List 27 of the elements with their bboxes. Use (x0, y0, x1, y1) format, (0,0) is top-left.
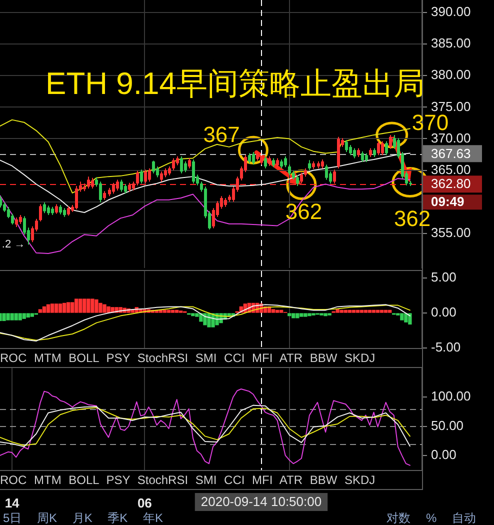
annotation: 367 (203, 122, 240, 148)
text: .2 → (2, 238, 26, 251)
ref-line-label: 367.63 (431, 146, 471, 161)
y-tick-label: 385.00 (431, 36, 471, 51)
y-tick-label: -5.00 (431, 340, 461, 355)
text: 对数 % 自动 (386, 511, 476, 525)
y-tick-label: 380.00 (431, 67, 471, 82)
y-tick-label: 5.00 (431, 270, 456, 285)
text: ROC MTM BOLL PSY StochRSI SMI CCI MFI ATR BBW SKDJ (0, 472, 376, 489)
ref-line-label: 2020-09-14 10:50:00 (200, 494, 322, 510)
y-tick-label: 50.00 (431, 418, 464, 433)
text: 09:49 (431, 194, 464, 210)
text: ETH 9.14早间策略止盈出局 (46, 66, 424, 101)
y-tick-label: 355.00 (431, 224, 471, 240)
y-tick-label: 0.00 (431, 447, 456, 462)
y-tick-label: 370.00 (431, 130, 471, 146)
y-tick-label: 375.00 (431, 98, 471, 114)
text: ROC MTM BOLL PSY StochRSI SMI CCI MFI ATR BBW SKDJ (0, 350, 376, 367)
x-tick-label: 14 (4, 495, 20, 510)
y-tick-label: 100.00 (431, 388, 471, 404)
ref-line-label: 362.80 (431, 176, 471, 192)
y-tick-label: 0.00 (431, 304, 456, 320)
y-tick-label: 390.00 (431, 4, 471, 20)
annotation: 362 (394, 206, 431, 231)
text: 5日 周K 月K 季K 年K (3, 511, 164, 525)
x-tick-label: 06 (137, 495, 152, 510)
y-tick-label: 365.00 (431, 162, 471, 177)
